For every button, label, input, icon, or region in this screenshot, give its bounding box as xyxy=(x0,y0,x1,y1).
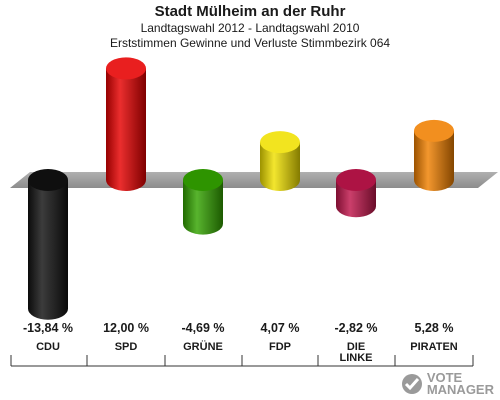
bar-cap-cdu xyxy=(28,169,68,191)
bar-cap-gr-ne xyxy=(183,169,223,191)
bar-die-linke xyxy=(336,169,376,218)
bars-group xyxy=(28,57,454,320)
bar-fdp xyxy=(260,131,300,191)
category-label-piraten: PIRATEN xyxy=(410,341,458,353)
value-label-die-linke: -2,82 % xyxy=(334,321,377,335)
category-label-cdu: CDU xyxy=(36,341,60,353)
value-label-cdu: -13,84 % xyxy=(23,321,73,335)
bar-spd xyxy=(106,57,146,191)
bar-gr-ne xyxy=(183,169,223,235)
value-label-piraten: 5,28 % xyxy=(415,321,454,335)
category-label-die-linke-2: LINKE xyxy=(340,352,373,364)
value-label-spd: 12,00 % xyxy=(103,321,149,335)
bar-piraten xyxy=(414,119,454,191)
bar-cap-die-linke xyxy=(336,169,376,191)
bar-body-spd xyxy=(106,68,146,191)
bar-body-piraten xyxy=(414,130,454,191)
chart-titles: Stadt Mülheim an der Ruhr Landtagswahl 2… xyxy=(0,2,500,51)
bar-cap-spd xyxy=(106,57,146,80)
checkmark-icon xyxy=(401,374,422,394)
chart-subtitle-2: Erststimmen Gewinne und Verluste Stimmbe… xyxy=(109,36,391,50)
category-label-die-linke-1: DIE xyxy=(347,341,365,353)
bar-cdu xyxy=(28,169,68,320)
value-label-fdp: 4,07 % xyxy=(261,321,300,335)
category-ticks-group xyxy=(10,355,474,366)
bar-body-fdp xyxy=(260,142,300,191)
logo-line-1: VOTE xyxy=(426,370,463,385)
bar-body-cdu xyxy=(28,180,68,320)
chart-title: Stadt Mülheim an der Ruhr xyxy=(154,3,346,20)
value-label-gr-ne: -4,69 % xyxy=(181,321,224,335)
bar-cap-fdp xyxy=(260,131,300,154)
logo-line-2: MANAGER xyxy=(426,382,494,397)
category-label-fdp: FDP xyxy=(269,341,291,353)
vote-manager-logo: VOTE MANAGER xyxy=(401,370,494,397)
bar-body-gr-ne xyxy=(183,180,223,235)
category-label-gr-ne: GRÜNE xyxy=(183,340,223,353)
bar-cap-piraten xyxy=(414,119,454,142)
chart-subtitle-1: Landtagswahl 2012 - Landtagswahl 2010 xyxy=(140,21,360,35)
value-labels-group: -13,84 % 12,00 % -4,69 % 4,07 % -2,82 % 5,28 … xyxy=(23,321,453,335)
category-label-spd: SPD xyxy=(115,341,138,353)
